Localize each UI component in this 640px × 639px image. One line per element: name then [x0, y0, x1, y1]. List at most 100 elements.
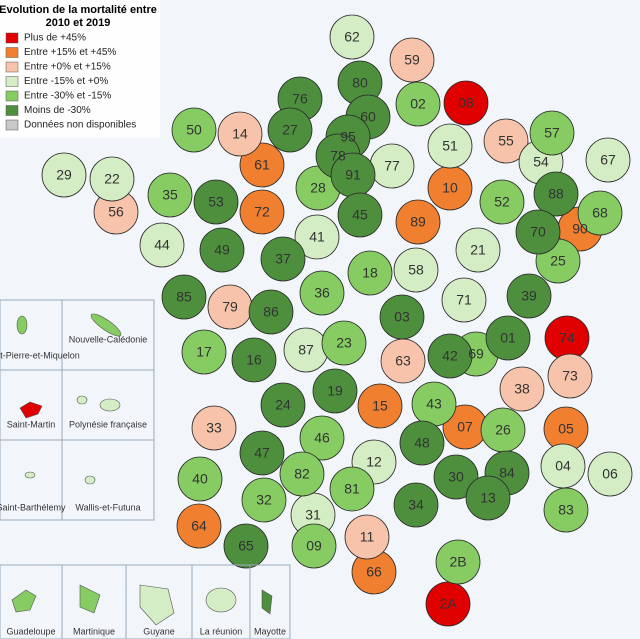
department-code: 90	[572, 221, 588, 237]
department	[161, 274, 207, 320]
inset-label: Polynésie française	[69, 419, 147, 429]
department-code: 18	[362, 265, 378, 281]
department-code: 65	[238, 538, 254, 554]
department-code: 58	[408, 262, 424, 278]
legend-label: Entre +0% et +15%	[24, 62, 111, 73]
legend-label: Données non disponibles	[24, 120, 136, 131]
departments	[41, 14, 633, 627]
department	[231, 337, 277, 383]
department-code: 01	[500, 330, 516, 346]
department-code: 24	[275, 397, 291, 413]
department-code: 33	[206, 420, 222, 436]
department-code: 85	[176, 289, 192, 305]
department	[239, 142, 285, 188]
department-code: 26	[495, 422, 511, 438]
department-code: 27	[282, 122, 298, 138]
department	[441, 277, 487, 323]
department-code: 49	[214, 242, 230, 258]
department-code: 03	[394, 309, 410, 325]
title-line: 2010 et 2019	[46, 17, 111, 29]
department	[177, 456, 223, 502]
department-code: 69	[468, 346, 484, 362]
department	[389, 37, 435, 83]
title-line: Evolution de la mortalité entre	[0, 4, 157, 16]
department-code: 74	[559, 330, 575, 346]
department	[248, 289, 294, 335]
legend-swatch	[5, 90, 19, 102]
department-code: 44	[154, 237, 170, 253]
department-code: 66	[366, 564, 382, 580]
department	[267, 107, 313, 153]
department	[176, 503, 222, 549]
department-code: 60	[360, 109, 376, 125]
department	[515, 209, 561, 255]
legend-swatch	[5, 105, 19, 116]
department-code: 29	[56, 167, 72, 183]
department	[529, 110, 575, 156]
inset-label: Saint-Martin	[7, 419, 56, 429]
department	[239, 189, 285, 235]
department-code: 08	[458, 95, 474, 111]
department	[239, 430, 285, 476]
department	[321, 320, 367, 366]
department-code: 46	[314, 430, 330, 446]
department-code: 40	[192, 471, 208, 487]
department-code: 05	[558, 421, 574, 437]
department	[337, 192, 383, 238]
department-code: 47	[254, 445, 270, 461]
department-code: 67	[600, 152, 616, 168]
department-code: 22	[104, 171, 120, 187]
legend: Plus de +45% Entre +15% et +45% Entre +0% …	[5, 33, 136, 131]
department-code: 2B	[449, 554, 466, 570]
department-code: 71	[456, 292, 472, 308]
department-code: 14	[232, 126, 248, 142]
department-code: 91	[345, 167, 361, 183]
department-code: 41	[309, 229, 325, 245]
department	[147, 172, 193, 218]
department	[393, 482, 439, 528]
legend-label: Plus de +45%	[24, 33, 86, 44]
department-code: 35	[162, 187, 178, 203]
department-code: 50	[186, 122, 202, 138]
department	[217, 111, 263, 157]
department	[89, 156, 135, 202]
legend-label: Entre -15% et +0%	[24, 76, 108, 87]
department	[291, 523, 337, 569]
department	[171, 107, 217, 153]
department	[577, 190, 623, 236]
department	[181, 329, 227, 375]
department	[260, 236, 306, 282]
department	[455, 227, 501, 273]
inset-label: Nouvelle-Calédonie	[69, 334, 148, 344]
department	[547, 353, 593, 399]
department-code: 56	[108, 204, 124, 220]
department-code: 37	[275, 251, 291, 267]
department	[329, 14, 375, 60]
department	[399, 420, 445, 466]
legend-label: Moins de -30%	[24, 105, 91, 116]
department-code: 38	[514, 381, 530, 397]
legend-swatch	[5, 61, 19, 73]
department	[191, 405, 237, 451]
department-code: 87	[298, 342, 314, 358]
legend-swatch	[5, 119, 19, 131]
department-code: 12	[366, 454, 382, 470]
department-code: 30	[448, 469, 464, 485]
department	[465, 475, 511, 521]
department-code: 73	[562, 368, 578, 384]
department-code: 57	[544, 125, 560, 141]
department	[279, 451, 325, 497]
department-code: 72	[254, 204, 270, 220]
department-code: 80	[352, 75, 368, 91]
legend-swatch	[5, 47, 19, 58]
department-code: 17	[196, 344, 212, 360]
department	[543, 487, 589, 533]
department-code: 48	[414, 435, 430, 451]
department-code: 61	[254, 157, 270, 173]
department-code: 32	[256, 492, 272, 508]
department	[427, 333, 473, 379]
department-code: 54	[533, 154, 549, 170]
department	[499, 366, 545, 412]
